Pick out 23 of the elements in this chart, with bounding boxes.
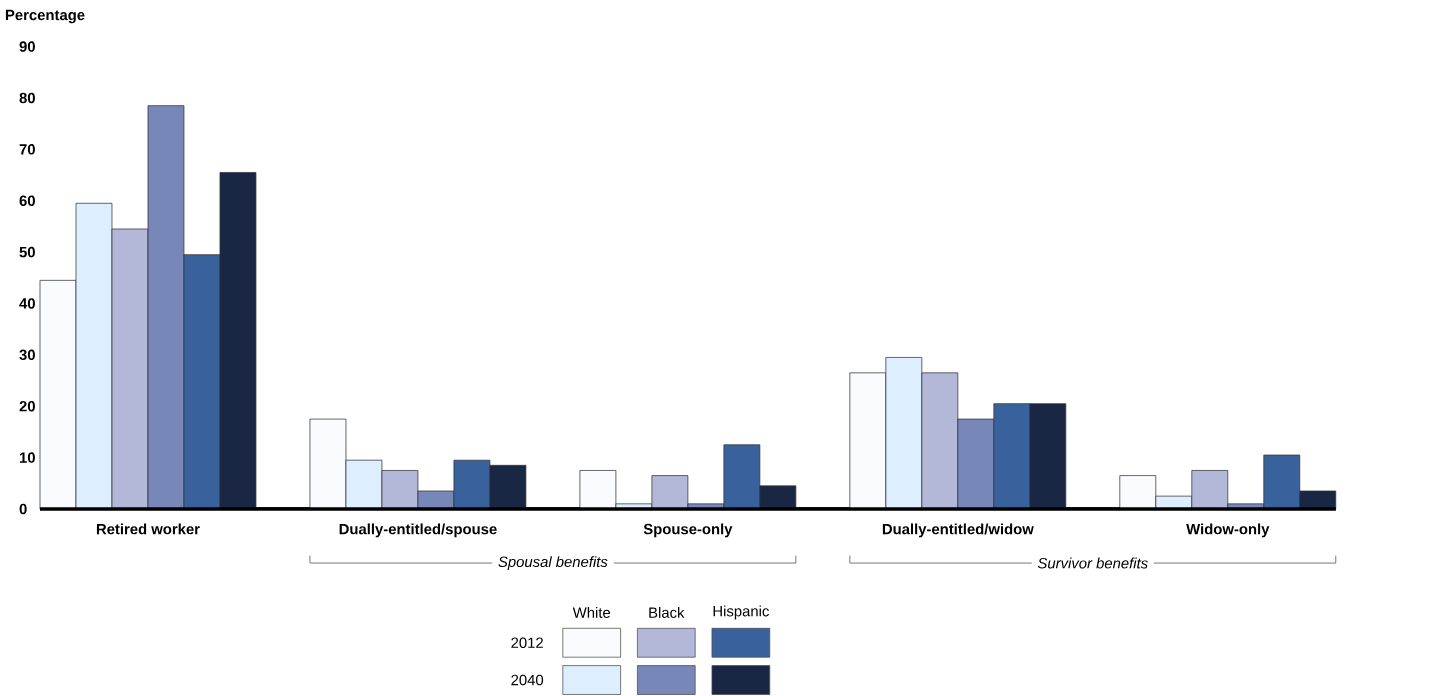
y-tick-label: 10 — [19, 452, 35, 463]
y-tick-label: 50 — [19, 246, 35, 258]
x-tick-label: Dually-entitled/spouse — [339, 523, 497, 538]
text: Hispanic — [713, 605, 769, 620]
y-tick-label: 60 — [19, 195, 35, 206]
x-tick-label: Spouse-only — [643, 523, 733, 538]
y-tick-label: 70 — [19, 143, 35, 155]
text: 2040 — [511, 674, 544, 686]
y-tick-label: 80 — [19, 92, 35, 104]
text: Survivor benefits — [1037, 557, 1148, 569]
y-tick-label: 0 — [19, 503, 27, 515]
y-tick-label: 30 — [19, 349, 35, 360]
x-tick-label: Widow-only — [1186, 523, 1270, 538]
y-tick-label: 20 — [19, 400, 35, 412]
text: White — [572, 606, 611, 618]
x-tick-label: Retired worker — [96, 523, 200, 535]
y-axis-title: Percentage — [5, 9, 85, 24]
text: Black — [649, 606, 685, 618]
x-tick-label: Dually-entitled/widow — [882, 523, 1034, 538]
text: Spousal benefits — [498, 555, 608, 570]
y-tick-label: 40 — [19, 298, 35, 309]
text: 2012 — [511, 637, 543, 648]
y-tick-label: 90 — [19, 41, 35, 52]
